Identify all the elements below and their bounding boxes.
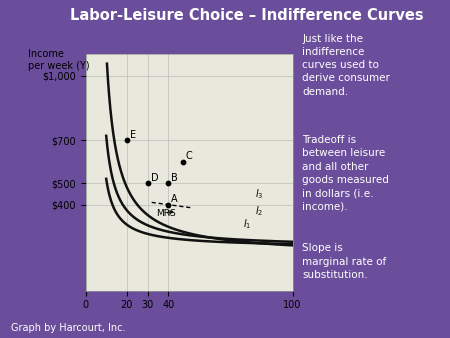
Point — [179, 159, 186, 164]
Text: C: C — [186, 151, 193, 162]
Text: Graph by Harcourt, Inc.: Graph by Harcourt, Inc. — [11, 323, 126, 333]
Text: MRS: MRS — [156, 209, 176, 218]
Text: $I_3$: $I_3$ — [255, 187, 264, 201]
Text: $I_2$: $I_2$ — [255, 204, 264, 218]
Text: A: A — [171, 194, 178, 204]
Text: D: D — [151, 173, 158, 183]
Text: B: B — [171, 173, 178, 183]
Point — [165, 180, 172, 186]
Text: Labor-Leisure Choice – Indifference Curves: Labor-Leisure Choice – Indifference Curv… — [70, 8, 423, 23]
Text: Income
per week (Y): Income per week (Y) — [27, 49, 89, 71]
Text: Just like the
indifference
curves used to
derive consumer
demand.: Just like the indifference curves used t… — [302, 34, 390, 97]
Point — [144, 180, 151, 186]
Text: Slope is
marginal rate of
substitution.: Slope is marginal rate of substitution. — [302, 243, 387, 280]
Text: $I_1$: $I_1$ — [243, 217, 251, 231]
Text: Tradeoff is
between leisure
and all other
goods measured
in dollars (i.e.
income: Tradeoff is between leisure and all othe… — [302, 135, 389, 211]
Point — [123, 138, 130, 143]
Text: E: E — [130, 130, 136, 140]
Point — [165, 202, 172, 207]
